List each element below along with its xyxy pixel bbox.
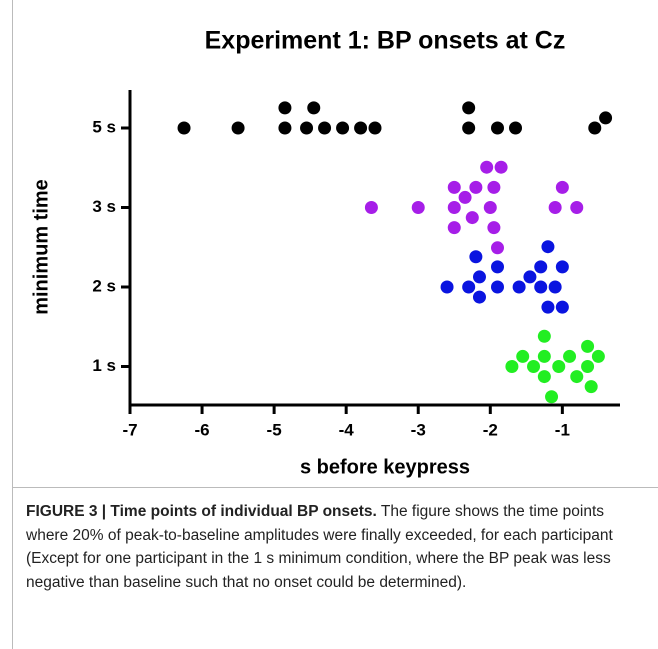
x-axis-label: s before keypress — [300, 456, 470, 478]
y-tick-label: 2 s — [92, 276, 116, 295]
data-point — [537, 329, 551, 343]
data-point — [480, 160, 494, 174]
data-point — [570, 370, 584, 384]
data-point — [462, 280, 476, 294]
data-point — [487, 180, 501, 194]
y-tick-label: 3 s — [92, 197, 116, 216]
data-point — [552, 360, 566, 373]
data-point — [469, 180, 483, 194]
data-point — [570, 201, 584, 214]
y-axis-label: minimum time — [30, 179, 52, 315]
data-point — [300, 121, 314, 135]
data-point — [581, 339, 595, 353]
x-tick-label: -4 — [339, 420, 355, 439]
data-point — [534, 280, 548, 294]
data-point — [447, 201, 461, 214]
data-point — [491, 280, 504, 294]
frame-border — [12, 0, 13, 649]
data-point — [537, 370, 551, 384]
data-point — [447, 221, 461, 235]
x-tick-label: -1 — [555, 420, 570, 439]
data-point — [483, 201, 497, 214]
data-point — [509, 121, 523, 135]
data-point — [472, 270, 486, 284]
data-point — [505, 360, 519, 373]
data-point — [487, 221, 501, 235]
data-point — [368, 121, 382, 135]
data-point — [555, 300, 569, 314]
data-point — [581, 360, 595, 373]
data-point — [541, 240, 555, 254]
data-point — [469, 250, 483, 264]
caption-text: The figure shows the time points where 2… — [26, 503, 613, 591]
data-point — [555, 180, 569, 194]
caption-label: FIGURE 3 | Time points of individual BP … — [26, 503, 377, 520]
data-point — [458, 190, 472, 204]
caption: FIGURE 3 | Time points of individual BP … — [26, 500, 644, 594]
x-tick-label: -7 — [122, 420, 137, 439]
x-tick-label: -6 — [194, 420, 209, 439]
data-point — [588, 121, 602, 135]
data-point — [541, 300, 555, 314]
y-tick-label: 5 s — [92, 117, 116, 136]
data-point — [231, 121, 245, 135]
data-point — [516, 349, 530, 363]
data-point — [599, 111, 613, 125]
data-point — [584, 380, 598, 394]
data-point — [555, 260, 569, 274]
data-point — [278, 121, 292, 135]
data-point — [512, 280, 526, 294]
data-point — [411, 201, 425, 214]
data-point — [591, 349, 605, 363]
data-point — [354, 121, 368, 135]
data-point — [278, 101, 292, 115]
data-point — [548, 201, 562, 214]
data-point — [336, 121, 350, 135]
data-point — [545, 390, 559, 404]
x-tick-label: -2 — [483, 420, 498, 439]
data-point — [527, 360, 541, 373]
x-tick-label: -3 — [411, 420, 426, 439]
data-point — [491, 260, 504, 274]
y-tick-label: 1 s — [92, 356, 116, 375]
data-point — [307, 101, 321, 115]
data-point — [318, 121, 332, 135]
chart-title: Experiment 1: BP onsets at Cz — [205, 27, 566, 55]
data-point — [537, 349, 551, 363]
data-point — [462, 121, 476, 135]
data-point — [534, 260, 548, 274]
data-point — [491, 121, 504, 135]
x-tick-label: -5 — [267, 420, 282, 439]
chart: Experiment 1: BP onsets at Cz s before k… — [30, 27, 620, 478]
data-point — [491, 241, 504, 255]
data-point — [462, 101, 476, 115]
data-point — [494, 160, 508, 174]
data-point — [523, 270, 537, 284]
data-point — [364, 201, 378, 214]
data-point — [472, 290, 486, 304]
data-point — [447, 180, 461, 194]
data-point — [563, 349, 577, 363]
data-point — [440, 280, 454, 294]
caption-rule — [12, 487, 658, 488]
data-point — [548, 280, 562, 294]
data-point — [177, 121, 191, 135]
data-point — [465, 211, 479, 225]
